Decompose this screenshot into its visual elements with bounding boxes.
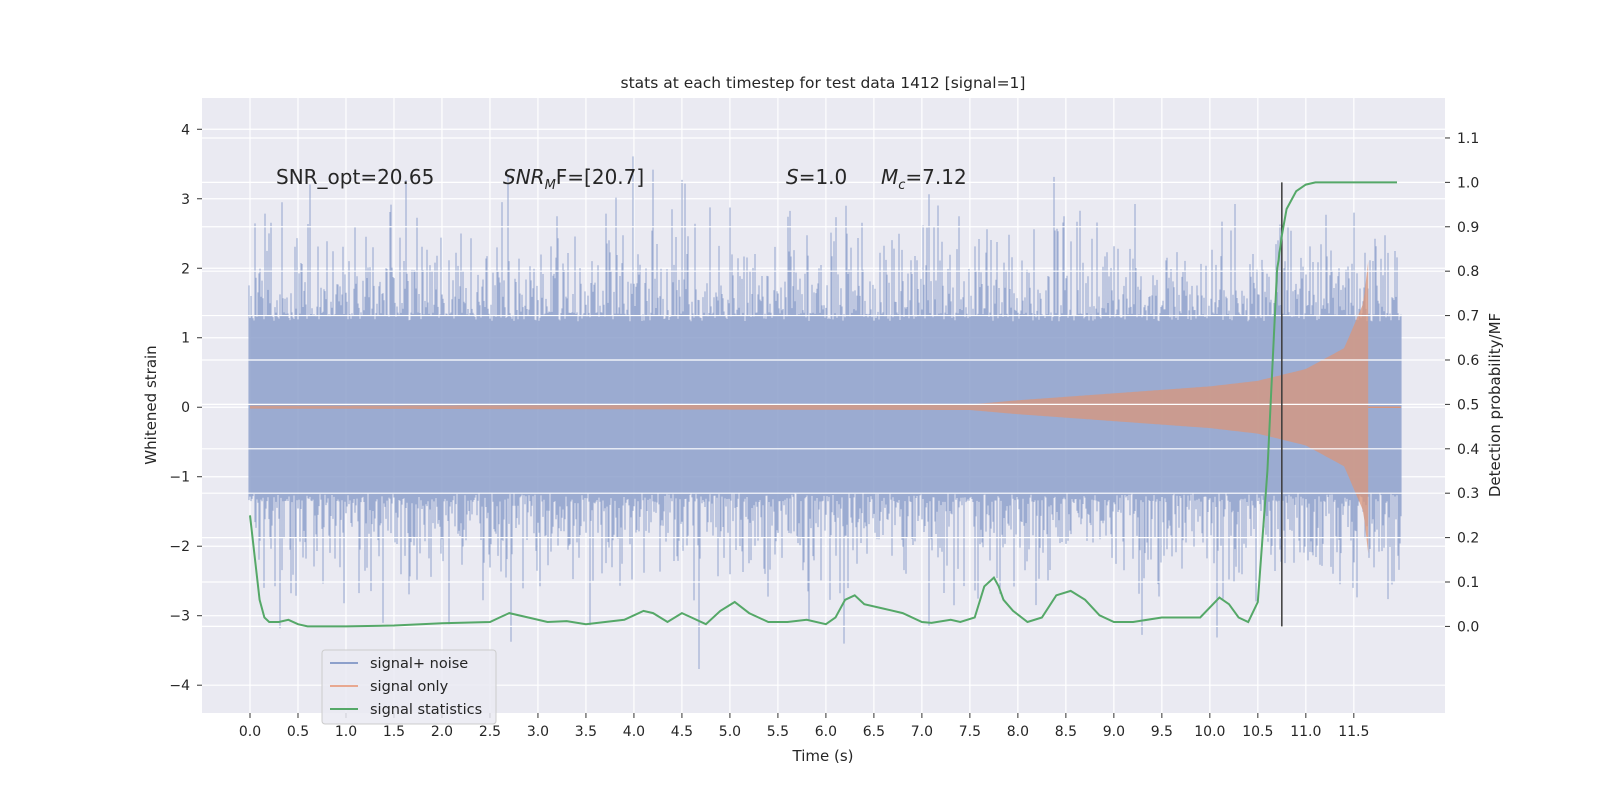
- x-tick-label: 10.0: [1194, 724, 1225, 740]
- y-tick-label: 0: [181, 400, 190, 416]
- y-right-tick-label: 0.7: [1457, 309, 1479, 325]
- annotation-mc-symbol: M: [881, 165, 898, 189]
- signal-only-series: [250, 261, 1401, 554]
- legend-box: [321, 649, 497, 725]
- x-tick-label: 6.0: [815, 724, 837, 740]
- x-tick-label: 2.5: [479, 724, 501, 740]
- x-tick-label: 7.0: [911, 724, 933, 740]
- annotation-mc-subscript: c: [898, 178, 905, 193]
- x-tick-label: 2.0: [431, 724, 453, 740]
- x-tick-label: 0.0: [239, 724, 261, 740]
- y-right-tick-label: 0.0: [1457, 619, 1479, 635]
- signal-only-envelope: [250, 261, 1369, 554]
- y-tick-label: −1: [169, 470, 190, 486]
- x-tick-label: 1.0: [335, 724, 357, 740]
- annotation-s-value: =1.0: [799, 165, 848, 189]
- annotation-mc: Mc=7.12: [881, 165, 967, 193]
- y-right-tick-label: 0.3: [1457, 486, 1479, 502]
- y-tick-label: −3: [169, 609, 190, 625]
- y-right-tick-label: 0.5: [1457, 397, 1479, 413]
- y-tick-label: −4: [169, 678, 190, 694]
- x-tick-label: 7.5: [959, 724, 981, 740]
- y-right-tick-label: 0.8: [1457, 264, 1479, 280]
- legend-label-signal-statistics: signal statistics: [370, 702, 482, 718]
- x-tick-label: 6.5: [863, 724, 885, 740]
- x-tick-label: 5.0: [719, 724, 741, 740]
- x-tick-label: 5.5: [767, 724, 789, 740]
- x-tick-label: 9.0: [1103, 724, 1125, 740]
- y-right-tick-label: 0.4: [1457, 442, 1479, 458]
- y-right-tick-label: 0.9: [1457, 220, 1479, 236]
- y-right-tick-label: 0.2: [1457, 531, 1479, 547]
- y-right-axis-ticks: 1.1 1.0 0.9 0.8 0.7 0.6 0.5 0.4 0.3 0.2 0.1 0.0: [1445, 131, 1479, 635]
- annotation-mc-value: =7.12: [905, 165, 966, 189]
- y-tick-label: 1: [181, 331, 190, 347]
- annotation-snr-opt: SNR_opt=20.65: [276, 165, 434, 189]
- legend-label-signal-noise: signal+ noise: [370, 656, 468, 672]
- x-tick-label: 4.0: [623, 724, 645, 740]
- y-tick-label: 2: [181, 261, 190, 277]
- y-right-tick-label: 0.6: [1457, 353, 1479, 369]
- x-tick-label: 8.5: [1055, 724, 1077, 740]
- annotation-s: S=1.0: [786, 165, 847, 189]
- annotation-snr-mf: SNRMF=[20.7]: [503, 165, 644, 193]
- annotation-snr-mf-subscript: M: [545, 178, 556, 193]
- annotation-snr-mf-main: SNR: [503, 165, 545, 189]
- x-axis-label: Time (s): [792, 747, 854, 765]
- y-axis-ticks: 4 3 2 1 0 −1 −2 −3 −4: [169, 122, 202, 694]
- signal-statistics-line: [249, 181, 1397, 628]
- x-axis-ticks: 0.0 0.5 1.0 1.5 2.0 2.5 3.0 3.5 4.0 4.5 5.0 5.5 6.0 6…: [239, 713, 1369, 740]
- y-tick-label: 3: [181, 192, 190, 208]
- y-tick-label: −2: [169, 539, 190, 555]
- x-tick-label: 3.5: [575, 724, 597, 740]
- legend: signal+ noise signal only signal statist…: [321, 649, 497, 725]
- y-right-tick-label: 0.1: [1457, 575, 1479, 591]
- y-right-axis-label: Detection probability/MF: [1486, 313, 1504, 497]
- x-tick-label: 3.0: [527, 724, 549, 740]
- y-axis-label: Whitened strain: [142, 345, 160, 464]
- x-tick-label: 0.5: [287, 724, 309, 740]
- x-tick-label: 9.5: [1151, 724, 1173, 740]
- chart-title: stats at each timestep for test data 141…: [621, 74, 1026, 92]
- x-tick-label: 4.5: [671, 724, 693, 740]
- annotation-s-symbol: S: [786, 165, 799, 189]
- grid-horizontal-right: [202, 137, 1445, 628]
- x-tick-label: 1.5: [383, 724, 405, 740]
- x-tick-label: 8.0: [1007, 724, 1029, 740]
- y-right-tick-label: 1.1: [1457, 131, 1479, 147]
- y-right-tick-label: 1.0: [1457, 175, 1479, 191]
- x-tick-label: 11.5: [1338, 724, 1369, 740]
- annotation-snr-mf-value: F=[20.7]: [556, 165, 644, 189]
- y-tick-label: 4: [181, 122, 190, 138]
- x-tick-label: 11.0: [1290, 724, 1321, 740]
- x-tick-label: 10.5: [1242, 724, 1273, 740]
- legend-label-signal-only: signal only: [370, 679, 449, 695]
